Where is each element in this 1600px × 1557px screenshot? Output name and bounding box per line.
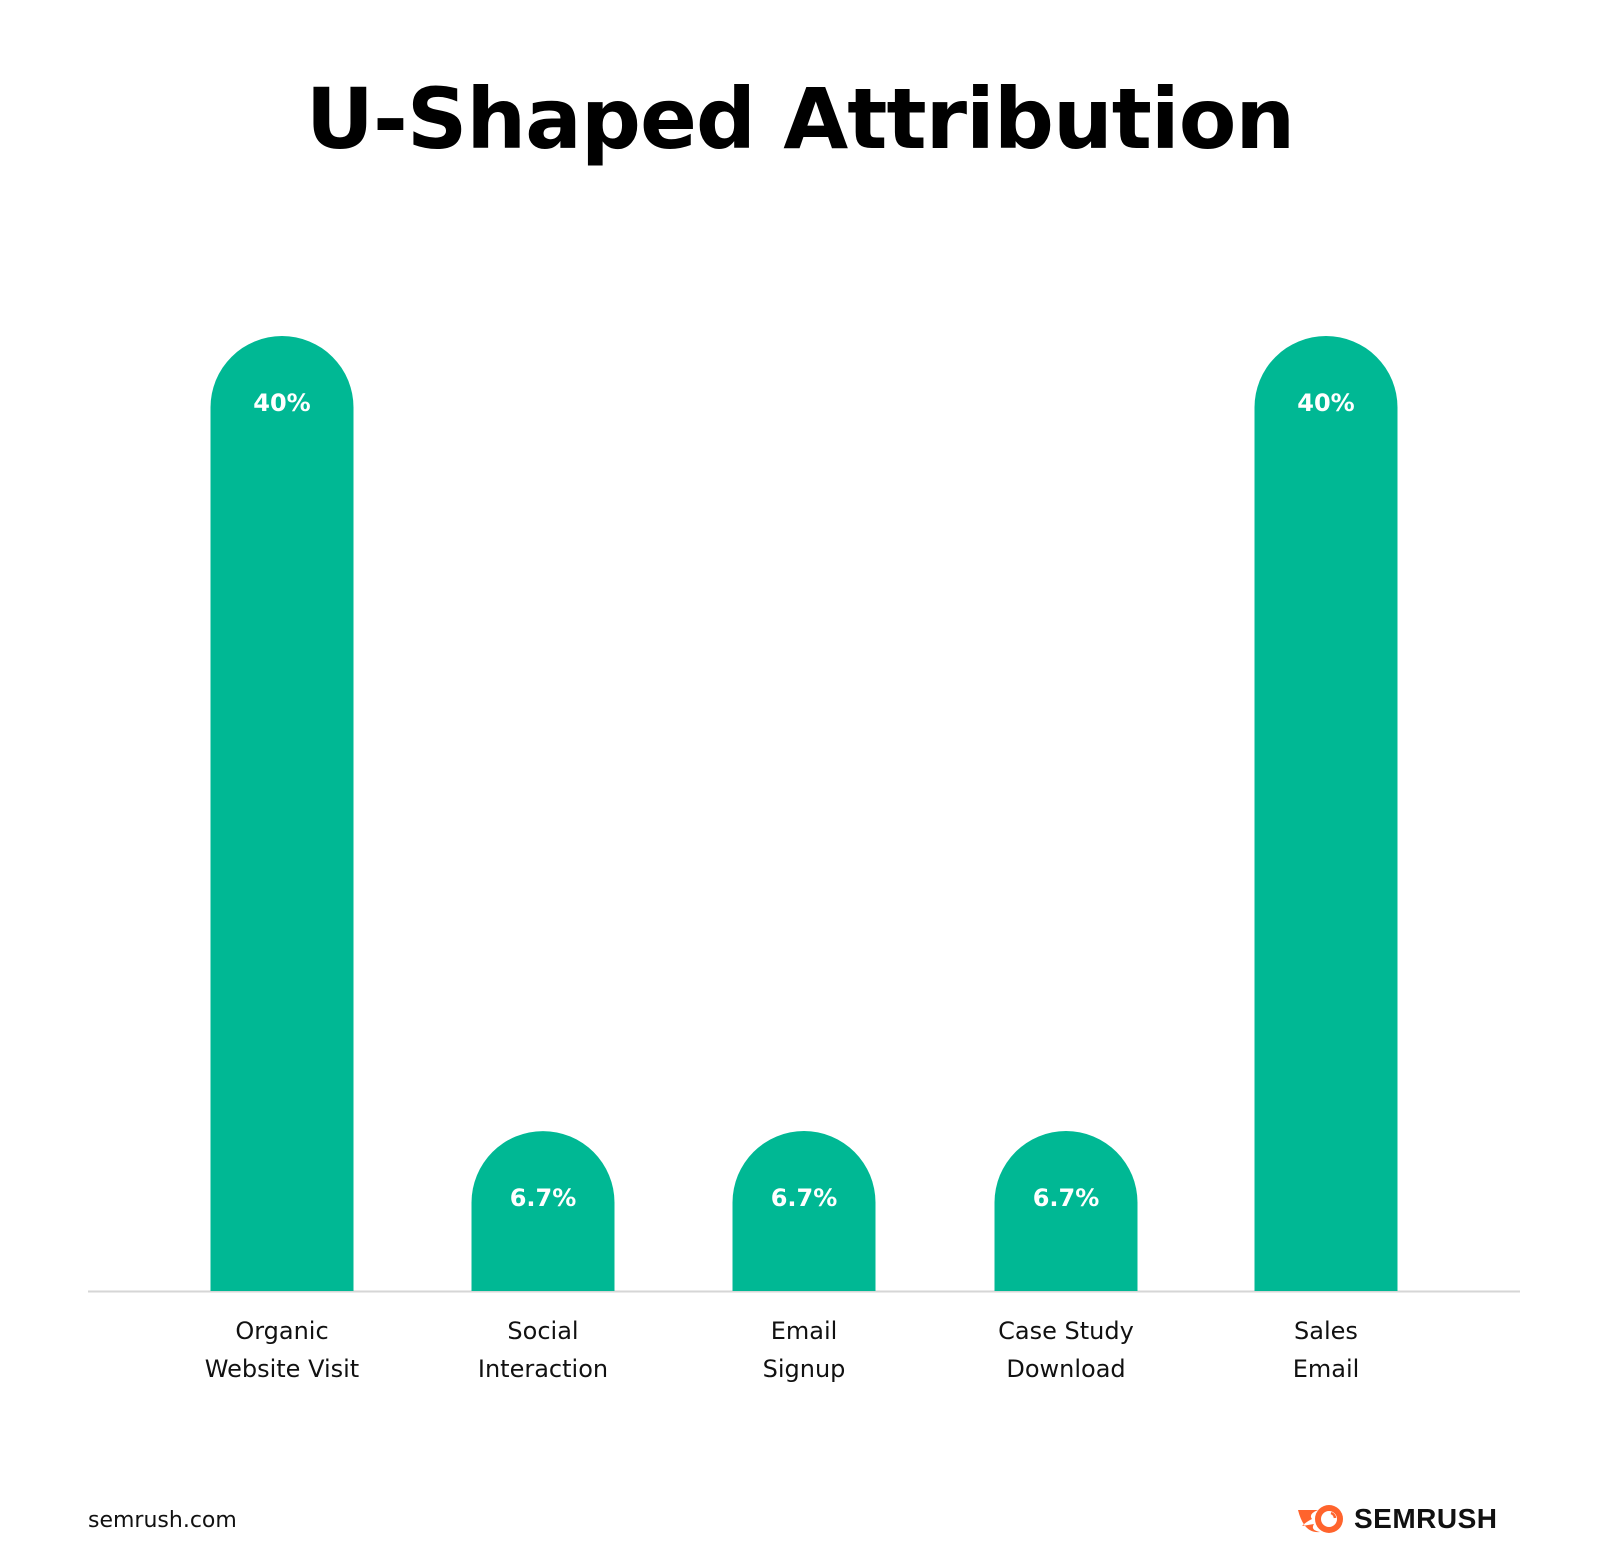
category-label: Download: [1006, 1355, 1125, 1383]
category-label: Signup: [763, 1355, 846, 1383]
bar: [994, 1131, 1138, 1291]
category-label: Case Study: [998, 1317, 1134, 1345]
bar: [471, 1131, 615, 1291]
category-label: Email: [1293, 1355, 1360, 1383]
bar: [732, 1131, 876, 1291]
category-label: Organic: [235, 1317, 328, 1345]
semrush-fireball-icon: [1298, 1505, 1343, 1533]
category-label: Email: [771, 1317, 838, 1345]
data-label: 6.7%: [1033, 1184, 1100, 1212]
category-label: Sales: [1294, 1317, 1358, 1345]
data-label: 6.7%: [771, 1184, 838, 1212]
bar: [1254, 336, 1398, 1291]
data-label: 40%: [1297, 389, 1354, 417]
logo-text: SEMRUSH: [1354, 1503, 1498, 1534]
category-label: Website Visit: [205, 1355, 359, 1383]
chart-title: U-Shaped Attribution: [305, 70, 1295, 168]
data-label: 6.7%: [510, 1184, 577, 1212]
data-label: 40%: [253, 389, 310, 417]
footer-url: semrush.com: [88, 1508, 237, 1533]
category-label: Social: [507, 1317, 578, 1345]
bar: [210, 336, 354, 1291]
category-label: Interaction: [478, 1355, 608, 1383]
semrush-logo: SEMRUSH: [1296, 1502, 1498, 1536]
